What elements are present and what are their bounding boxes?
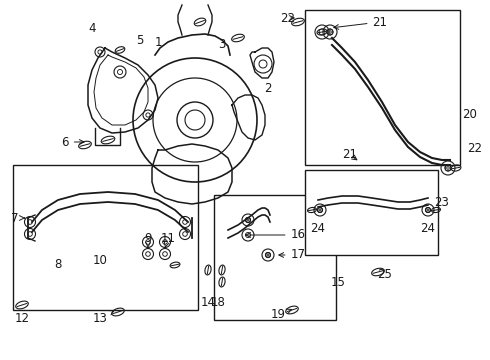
Text: 1: 1	[154, 36, 162, 49]
Text: 21: 21	[334, 15, 388, 29]
Text: 12: 12	[15, 311, 29, 324]
Text: 24: 24	[420, 221, 436, 234]
Text: 24: 24	[311, 221, 325, 234]
Text: 4: 4	[88, 22, 96, 35]
Text: 20: 20	[463, 108, 477, 122]
Text: 21: 21	[343, 148, 358, 162]
Text: 2: 2	[264, 81, 272, 94]
Text: 19: 19	[270, 309, 292, 321]
Text: 18: 18	[211, 296, 225, 309]
Text: 3: 3	[219, 39, 226, 51]
Text: 16: 16	[246, 229, 305, 242]
Text: 7: 7	[11, 211, 24, 225]
Text: 23: 23	[435, 195, 449, 208]
Text: 25: 25	[378, 269, 392, 282]
Text: 22: 22	[280, 12, 295, 24]
Bar	[214, 195, 336, 320]
Text: 8: 8	[54, 258, 62, 271]
Bar	[305, 10, 460, 165]
Bar	[13, 165, 198, 310]
Text: 6: 6	[61, 135, 84, 148]
Text: 22: 22	[467, 141, 483, 154]
Text: 17: 17	[279, 248, 305, 261]
Text: 5: 5	[136, 33, 144, 46]
Text: 9: 9	[144, 231, 152, 247]
Text: 14: 14	[200, 296, 216, 309]
Text: 10: 10	[93, 253, 107, 266]
Text: 11: 11	[161, 231, 175, 247]
Text: 15: 15	[331, 275, 345, 288]
Bar	[305, 170, 438, 255]
Text: 13: 13	[93, 311, 114, 324]
